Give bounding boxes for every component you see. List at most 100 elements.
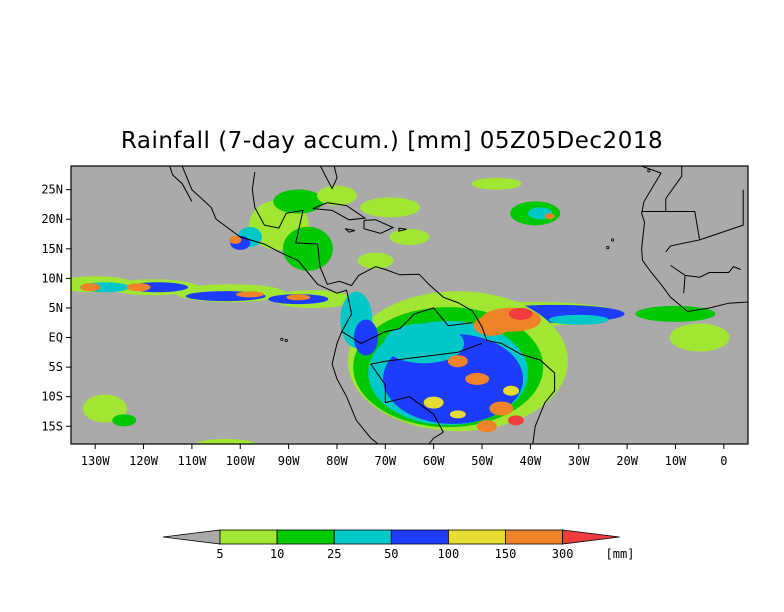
- southern-border: [428, 431, 444, 444]
- itcz-rain: [80, 283, 101, 292]
- island-outline: [606, 246, 610, 250]
- atlantic-rain: [669, 323, 730, 352]
- caribbean-rain: [360, 197, 421, 218]
- caribbean-rain: [229, 235, 242, 244]
- colorbar-segment: [505, 529, 563, 545]
- puerto-rico-coast: [398, 227, 407, 232]
- south-america-rain: [508, 307, 533, 320]
- x-tick-label: 30W: [568, 454, 590, 468]
- colorbar-segment: [219, 529, 278, 545]
- amazon-river: [370, 342, 483, 365]
- colorbar-unit: [mm]: [606, 547, 635, 561]
- colorbar-segment: [447, 529, 506, 545]
- x-tick-label: 50W: [471, 454, 493, 468]
- hispaniola-coast: [363, 219, 395, 234]
- island-outline: [587, 112, 589, 114]
- caribbean-rain: [389, 228, 430, 245]
- caribbean-rain: [471, 177, 522, 190]
- y-tick-label: 5N: [49, 301, 63, 315]
- south-pacific-rain: [82, 394, 127, 423]
- south-america-rain: [353, 319, 378, 356]
- x-axis: 130W 120W 110W 100W 90W 80W 70W 60W 50W 40W 30W 20W…: [81, 444, 727, 468]
- island-outline: [610, 238, 615, 242]
- colorbar-under-arrow: [162, 529, 221, 545]
- y-axis: 25N 20N 15N 10N 5N EQ 5S 10S 15S: [41, 183, 71, 433]
- caribbean-rain: [316, 185, 357, 206]
- map-title: Rainfall (7-day accum.) [mm] 05Z05Dec201…: [120, 128, 664, 154]
- y-tick-label: 5S: [49, 360, 63, 374]
- jamaica-coast: [344, 228, 356, 233]
- south-pacific-rain: [112, 414, 137, 427]
- colorbar-label: 300: [552, 547, 574, 561]
- colorbar-over-arrow: [562, 529, 620, 545]
- y-tick-label: 20N: [41, 212, 63, 226]
- y-tick-label: 15S: [41, 419, 63, 433]
- atlantic-rain: [635, 305, 716, 322]
- colorbar-segment: [276, 529, 335, 545]
- colorbar: 5 10 25 50 100 150 300 [mm]: [162, 529, 635, 561]
- island-outline: [284, 338, 288, 343]
- x-tick-label: 90W: [278, 454, 300, 468]
- colorbar-label: 25: [327, 547, 341, 561]
- y-tick-label: 15N: [41, 242, 63, 256]
- itcz-rain: [286, 294, 311, 301]
- south-america-rain: [473, 315, 510, 336]
- y-tick-label: 10N: [41, 271, 63, 285]
- caribbean-rain: [273, 189, 324, 214]
- west-africa-coast: [641, 166, 748, 313]
- x-tick-label: 40W: [520, 454, 542, 468]
- rainfall-field: [71, 177, 730, 444]
- itcz-rain: [235, 291, 264, 298]
- island-outline: [647, 169, 651, 173]
- south-america-rain: [449, 410, 466, 419]
- x-tick-label: 120W: [129, 454, 159, 468]
- baja-california-coast: [169, 166, 193, 202]
- western-border: [370, 363, 444, 433]
- south-america-rain: [423, 396, 444, 409]
- x-tick-label: 10W: [665, 454, 687, 468]
- map-plot-area: [70, 112, 749, 445]
- colorbar-label: 5: [216, 547, 223, 561]
- map-frame: [70, 165, 749, 445]
- south-america-rain: [503, 385, 520, 396]
- caribbean-rain: [357, 252, 394, 269]
- south-pacific-rain: [195, 439, 256, 444]
- cuba-coast: [312, 202, 367, 221]
- x-tick-label: 20W: [616, 454, 638, 468]
- island-outline: [280, 337, 284, 341]
- south-america-rain: [447, 355, 468, 368]
- americas-west-coast: [181, 166, 379, 444]
- south-america-rain: [507, 415, 524, 426]
- south-america-rain: [489, 401, 514, 416]
- northern-border: [341, 307, 473, 344]
- x-tick-label: 70W: [374, 454, 396, 468]
- south-america-rain: [465, 372, 490, 385]
- colorbar-segment: [390, 529, 449, 545]
- x-tick-label: 110W: [177, 454, 207, 468]
- south-america-rain: [476, 420, 497, 433]
- x-tick-label: 130W: [81, 454, 111, 468]
- south-america-rain: [384, 323, 465, 364]
- colorbar-label: 10: [270, 547, 284, 561]
- y-tick-label: EQ: [49, 331, 63, 345]
- coastlines: [169, 112, 748, 444]
- itcz-rain: [126, 283, 151, 292]
- colorbar-segment: [333, 529, 392, 545]
- americas-east-coast: [251, 171, 556, 444]
- x-tick-label: 60W: [423, 454, 445, 468]
- atlantic-rain: [548, 314, 609, 325]
- florida-coast: [319, 166, 338, 190]
- x-tick-label: 0: [720, 454, 727, 468]
- y-tick-label: 10S: [41, 390, 63, 404]
- colorbar-label: 50: [384, 547, 398, 561]
- colorbar-label: 150: [495, 547, 517, 561]
- colorbar-label: 100: [438, 547, 460, 561]
- x-tick-label: 100W: [226, 454, 256, 468]
- atlantic-rain: [544, 213, 555, 220]
- ivory-coast-border: [683, 275, 686, 294]
- mali-border: [699, 189, 744, 241]
- y-tick-label: 25N: [41, 183, 63, 197]
- caribbean-rain: [282, 226, 333, 271]
- x-tick-label: 80W: [326, 454, 348, 468]
